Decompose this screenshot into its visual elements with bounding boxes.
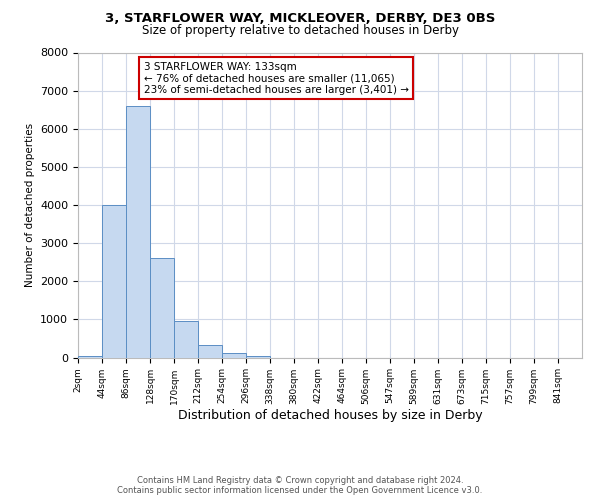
Bar <box>126 106 150 358</box>
Bar <box>78 356 102 358</box>
Text: 3 STARFLOWER WAY: 133sqm
← 76% of detached houses are smaller (11,065)
23% of se: 3 STARFLOWER WAY: 133sqm ← 76% of detach… <box>143 62 409 95</box>
Text: 3, STARFLOWER WAY, MICKLEOVER, DERBY, DE3 0BS: 3, STARFLOWER WAY, MICKLEOVER, DERBY, DE… <box>105 12 495 26</box>
Text: Contains HM Land Registry data © Crown copyright and database right 2024.
Contai: Contains HM Land Registry data © Crown c… <box>118 476 482 495</box>
Bar <box>246 356 270 358</box>
X-axis label: Distribution of detached houses by size in Derby: Distribution of detached houses by size … <box>178 409 482 422</box>
Bar <box>198 346 222 358</box>
Bar <box>174 322 198 358</box>
Bar <box>222 353 246 358</box>
Bar <box>102 205 126 358</box>
Y-axis label: Number of detached properties: Number of detached properties <box>25 123 35 287</box>
Text: Size of property relative to detached houses in Derby: Size of property relative to detached ho… <box>142 24 458 37</box>
Bar <box>150 258 174 358</box>
